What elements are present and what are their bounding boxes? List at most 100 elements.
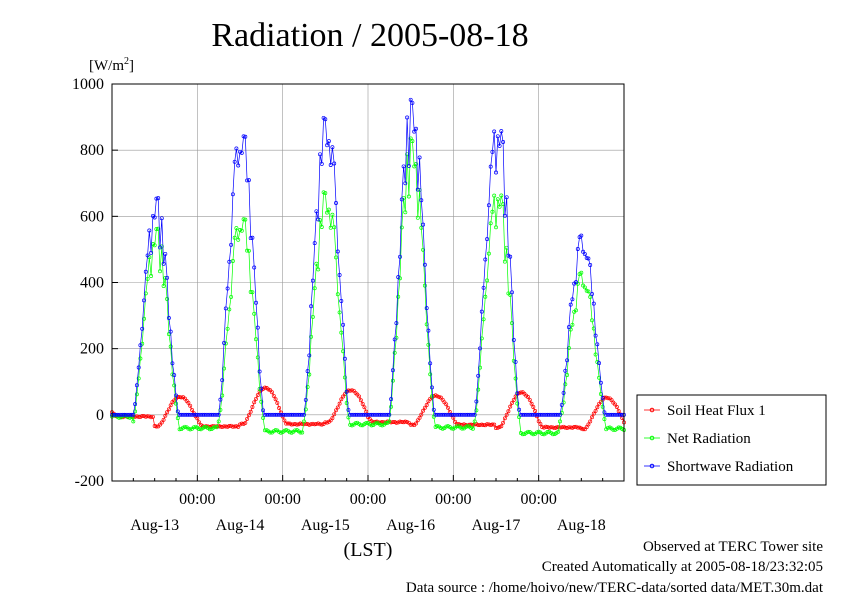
data-point xyxy=(236,424,241,429)
data-point xyxy=(570,297,575,302)
data-point xyxy=(323,420,328,425)
data-point xyxy=(447,410,452,414)
data-point xyxy=(554,425,559,430)
data-point xyxy=(319,161,324,166)
data-point xyxy=(156,226,161,231)
data-point xyxy=(218,424,223,429)
data-point xyxy=(252,311,257,316)
data-point xyxy=(390,420,395,425)
data-point xyxy=(556,412,561,417)
data-point xyxy=(342,375,347,380)
legend-marker xyxy=(649,407,655,413)
data-point xyxy=(591,411,596,416)
data-point xyxy=(232,159,237,164)
data-point xyxy=(330,145,335,150)
data-point xyxy=(486,203,491,208)
data-point xyxy=(261,415,266,420)
data-point xyxy=(371,412,376,417)
data-point xyxy=(570,322,575,327)
data-point xyxy=(574,308,578,313)
data-point xyxy=(492,193,497,198)
data-point xyxy=(245,178,250,183)
data-point xyxy=(319,225,324,229)
data-point xyxy=(410,422,415,427)
data-point xyxy=(117,412,122,417)
data-point xyxy=(307,353,312,358)
data-point xyxy=(563,382,568,387)
data-point xyxy=(305,369,310,374)
x-time-tick-label: 00:00 xyxy=(435,491,471,508)
data-point xyxy=(309,422,314,427)
data-point xyxy=(314,421,319,426)
data-point xyxy=(344,389,349,394)
data-point xyxy=(270,390,274,395)
data-point xyxy=(357,412,362,417)
data-point xyxy=(517,407,522,412)
data-point xyxy=(243,420,248,425)
data-point xyxy=(168,403,173,408)
data-point xyxy=(271,393,276,398)
data-point xyxy=(595,342,600,347)
data-point xyxy=(563,425,568,430)
data-point xyxy=(158,245,162,250)
data-point xyxy=(419,412,424,417)
data-point xyxy=(330,212,335,217)
y-tick-label: 600 xyxy=(80,208,104,225)
data-point xyxy=(134,414,139,419)
data-point xyxy=(348,422,353,427)
data-point xyxy=(220,425,225,429)
data-point xyxy=(314,209,319,214)
data-point xyxy=(390,378,395,383)
data-point xyxy=(451,412,456,417)
data-point xyxy=(154,424,159,429)
data-point xyxy=(437,412,442,417)
data-point xyxy=(255,355,260,360)
data-point xyxy=(446,412,450,417)
data-point xyxy=(307,422,312,427)
data-point xyxy=(549,425,554,430)
data-point xyxy=(261,408,266,413)
data-point xyxy=(259,386,264,391)
data-point xyxy=(273,397,278,402)
data-point xyxy=(124,412,129,417)
data-point xyxy=(188,412,193,417)
data-point xyxy=(211,412,216,417)
data-point xyxy=(406,163,411,168)
x-time-tick-label: 00:00 xyxy=(520,491,556,508)
data-point xyxy=(213,424,218,429)
data-point xyxy=(318,218,322,223)
data-point xyxy=(239,421,244,426)
data-point xyxy=(611,412,616,417)
data-point xyxy=(501,140,506,144)
data-point xyxy=(431,407,436,412)
data-point xyxy=(222,366,226,371)
data-point xyxy=(165,410,170,415)
data-point xyxy=(122,412,127,417)
data-point xyxy=(126,415,130,420)
data-point xyxy=(149,415,154,420)
data-point xyxy=(350,388,354,393)
data-point xyxy=(140,326,145,331)
data-point xyxy=(342,356,347,361)
data-point xyxy=(481,285,486,290)
data-point xyxy=(289,422,294,427)
data-point xyxy=(458,412,463,417)
data-point xyxy=(202,412,207,417)
data-point xyxy=(543,424,548,429)
data-point xyxy=(293,412,298,417)
data-point xyxy=(566,325,571,330)
data-point xyxy=(293,428,298,433)
data-point xyxy=(179,395,184,400)
data-point xyxy=(136,414,141,419)
data-point xyxy=(344,401,349,405)
data-point xyxy=(255,325,260,330)
data-point xyxy=(422,262,427,267)
x-time-tick-label: 00:00 xyxy=(179,491,215,508)
data-point xyxy=(556,429,561,434)
data-point xyxy=(234,146,239,151)
data-point xyxy=(134,392,139,397)
data-point xyxy=(383,421,388,426)
data-point xyxy=(229,242,234,247)
data-point xyxy=(481,423,486,428)
data-point xyxy=(424,322,429,327)
